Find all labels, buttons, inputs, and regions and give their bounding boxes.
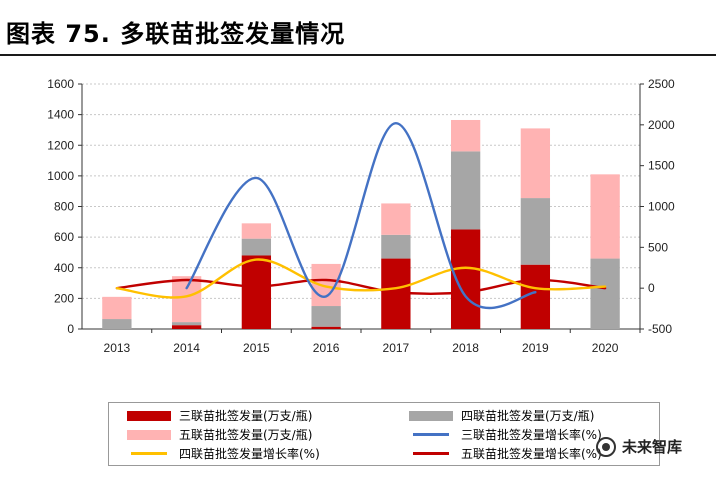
legend-label-quad: 四联苗批签发量(万支/瓶) bbox=[461, 409, 595, 423]
legend-item-quad-growth: 四联苗批签发量增长率(%) bbox=[127, 445, 320, 462]
right-axis-tick-label: 1000 bbox=[648, 200, 675, 214]
bar-triple bbox=[171, 325, 202, 329]
legend-item-quad: 四联苗批签发量(万支/瓶) bbox=[409, 407, 594, 424]
legend-swatch-penta bbox=[127, 429, 171, 440]
x-axis-tick-label: 2014 bbox=[173, 341, 200, 355]
x-axis-tick-label: 2020 bbox=[592, 341, 619, 355]
bar-triple bbox=[311, 326, 341, 329]
legend-item-penta: 五联苗批签发量(万支/瓶) bbox=[127, 426, 312, 443]
legend-label-quad-growth: 四联苗批签发量增长率(%) bbox=[179, 447, 320, 461]
line-triple-growth bbox=[185, 122, 537, 310]
legend-label-penta-growth: 五联苗批签发量增长率(%) bbox=[461, 447, 602, 461]
chart-legend: 三联苗批签发量(万支/瓶) 四联苗批签发量(万支/瓶) 五联苗批签发量(万支/瓶… bbox=[108, 402, 660, 466]
bar-quad bbox=[311, 306, 341, 327]
right-axis-tick-label: -500 bbox=[648, 322, 672, 336]
legend-swatch-triple-growth bbox=[413, 433, 449, 436]
legend-item-triple: 三联苗批签发量(万支/瓶) bbox=[127, 407, 312, 424]
bar-penta bbox=[171, 276, 202, 323]
x-axis-tick-label: 2015 bbox=[243, 341, 270, 355]
bar-quad bbox=[241, 238, 272, 256]
x-axis-tick-label: 2018 bbox=[452, 341, 479, 355]
x-axis-tick-label: 2013 bbox=[104, 341, 131, 355]
line-quad-growth bbox=[115, 258, 607, 299]
bar-penta bbox=[102, 296, 132, 320]
legend-label-triple-growth: 三联苗批签发量增长率(%) bbox=[461, 428, 602, 442]
right-axis-tick-label: 500 bbox=[648, 240, 668, 254]
bar-penta bbox=[381, 203, 411, 235]
bar-penta bbox=[241, 223, 272, 239]
bar-penta bbox=[590, 174, 620, 259]
legend-item-penta-growth: 五联苗批签发量增长率(%) bbox=[409, 445, 602, 462]
left-axis-tick-label: 400 bbox=[54, 261, 74, 275]
legend-swatch-penta-growth bbox=[413, 452, 449, 455]
right-axis-tick-label: 2000 bbox=[648, 118, 675, 132]
x-axis-tick-label: 2017 bbox=[383, 341, 410, 355]
legend-item-triple-growth: 三联苗批签发量增长率(%) bbox=[409, 426, 602, 443]
right-axis-tick-label: 1500 bbox=[648, 159, 675, 173]
left-axis-tick-label: 1400 bbox=[47, 108, 74, 122]
left-axis-tick-label: 800 bbox=[54, 200, 74, 214]
bar-penta bbox=[520, 128, 551, 199]
legend-swatch-quad-growth bbox=[131, 452, 167, 455]
bar-quad bbox=[102, 319, 132, 329]
legend-label-penta: 五联苗批签发量(万支/瓶) bbox=[179, 428, 313, 442]
left-axis-tick-label: 600 bbox=[54, 230, 74, 244]
x-axis-tick-label: 2016 bbox=[313, 341, 340, 355]
x-axis-tick-label: 2019 bbox=[522, 341, 549, 355]
bar-quad bbox=[171, 322, 202, 326]
left-axis-tick-label: 1600 bbox=[47, 77, 74, 91]
right-axis-tick-label: 2500 bbox=[648, 77, 675, 91]
bar-quad bbox=[520, 198, 551, 265]
left-axis-tick-label: 1000 bbox=[47, 169, 74, 183]
vaccine-batch-chart: 0 200 400 600 800 1000 1200 1400 1600 -500 0 500 100… bbox=[47, 77, 675, 355]
left-axis-tick-label: 200 bbox=[54, 291, 74, 305]
left-axis-tick-label: 0 bbox=[67, 322, 74, 336]
bar-penta bbox=[450, 119, 481, 152]
watermark-text: 未来智库 bbox=[622, 438, 683, 456]
left-axis-tick-label: 1200 bbox=[47, 138, 74, 152]
chart-title: 图表 75. 多联苗批签发量情况 bbox=[6, 20, 346, 48]
legend-label-triple: 三联苗批签发量(万支/瓶) bbox=[179, 409, 313, 423]
watermark: 未来智库 bbox=[596, 436, 682, 457]
right-axis-tick-label: 0 bbox=[648, 281, 655, 295]
wechat-icon bbox=[596, 436, 616, 457]
bar-triple bbox=[241, 255, 272, 329]
bar-quad bbox=[381, 234, 411, 259]
bar-quad bbox=[450, 151, 481, 230]
legend-swatch-quad bbox=[409, 410, 453, 421]
legend-swatch-triple bbox=[127, 410, 171, 421]
bar-quad bbox=[590, 258, 620, 329]
title-divider bbox=[0, 54, 716, 56]
line-penta-growth bbox=[115, 278, 607, 295]
